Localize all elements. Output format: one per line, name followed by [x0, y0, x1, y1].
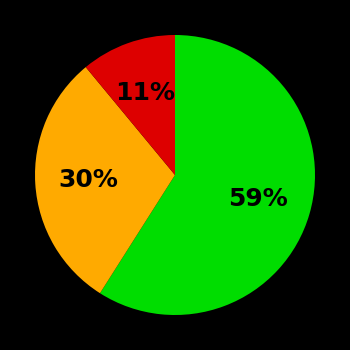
Text: 30%: 30% [58, 168, 118, 192]
Wedge shape [86, 35, 175, 175]
Text: 59%: 59% [229, 187, 288, 211]
Wedge shape [100, 35, 315, 315]
Text: 11%: 11% [116, 81, 176, 105]
Wedge shape [35, 67, 175, 293]
